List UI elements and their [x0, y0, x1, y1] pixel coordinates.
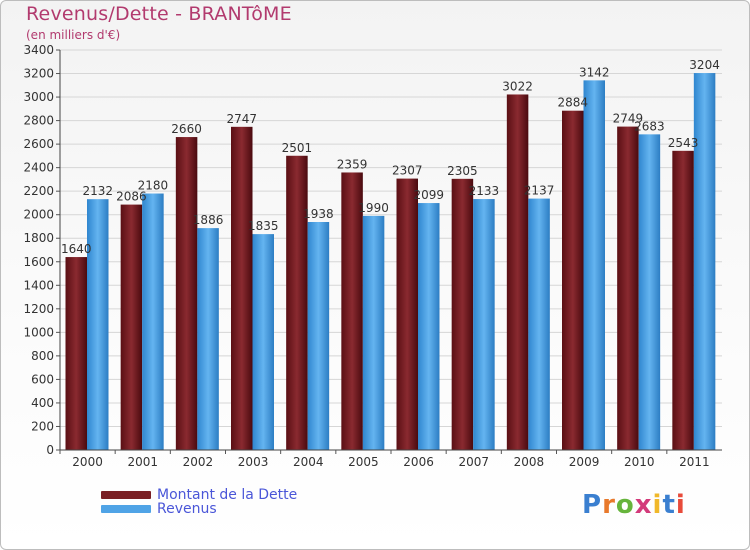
logo-letter: i: [675, 490, 686, 520]
legend-label-revenus: Revenus: [157, 501, 217, 517]
legend-swatch-dette: [101, 491, 151, 499]
data-label: 2660: [171, 122, 202, 136]
legend-item-dette: Montant de la Dette: [101, 488, 297, 502]
bar-dette: [562, 110, 584, 451]
data-label: 1640: [61, 242, 92, 256]
x-tick-label: 2010: [624, 455, 655, 469]
bars: [65, 73, 716, 451]
logo-letter: o: [615, 490, 635, 520]
logo-letter: r: [602, 490, 616, 520]
logo-letter: x: [634, 490, 653, 520]
legend-label-dette: Montant de la Dette: [157, 487, 298, 503]
x-tick-label: 2008: [514, 455, 545, 469]
y-tick-label: 1400: [23, 278, 54, 292]
y-tick-label: 0: [46, 443, 54, 457]
data-label: 1990: [358, 201, 389, 215]
y-tick-label: 2200: [23, 184, 54, 198]
bar-revenus: [252, 234, 274, 450]
data-label: 2133: [469, 184, 500, 198]
y-tick-label: 600: [31, 372, 54, 386]
bar-revenus: [583, 80, 605, 451]
x-tick-label: 2007: [458, 455, 489, 469]
y-tick-label: 3400: [23, 43, 54, 57]
y-tick-label: 400: [31, 396, 54, 410]
data-label: 1938: [303, 207, 334, 221]
bar-revenus: [638, 134, 661, 450]
bar-dette: [175, 137, 198, 450]
x-tick-label: 2006: [403, 455, 434, 469]
data-label: 2305: [447, 164, 478, 178]
y-tick-label: 200: [31, 419, 54, 433]
data-label: 2132: [82, 184, 113, 198]
legend-swatch-revenus: [101, 505, 151, 513]
y-tick-label: 3000: [23, 90, 54, 104]
bar-dette: [286, 155, 308, 450]
y-tick-label: 1600: [23, 255, 54, 269]
data-label: 3022: [502, 79, 533, 93]
bar-dette: [341, 172, 363, 450]
data-label: 2747: [226, 112, 257, 126]
bar-dette: [506, 94, 529, 451]
bar-dette: [231, 126, 253, 450]
data-label: 1886: [193, 213, 224, 227]
bar-dette: [120, 204, 143, 450]
bar-revenus: [528, 198, 550, 450]
x-tick-label: 2004: [293, 455, 324, 469]
data-label: 2543: [668, 136, 699, 150]
bar-dette: [672, 150, 694, 450]
y-tick-label: 1200: [23, 302, 54, 316]
axes: 0 200 400 600 800 1000 1200 1400 1600 1800 2000 220…: [23, 43, 722, 469]
bar-revenus: [87, 199, 109, 450]
bar-dette: [451, 178, 474, 450]
grid-lines: [60, 49, 722, 451]
x-tick-label: 2005: [348, 455, 379, 469]
x-tick-label: 2002: [183, 455, 214, 469]
data-label: 2884: [557, 96, 588, 110]
data-label: 2137: [524, 184, 555, 198]
chart-subtitle: (en milliers d'€): [26, 28, 121, 42]
data-label: 2359: [337, 157, 368, 171]
y-tick-label: 3200: [23, 67, 54, 81]
legend-item-revenus: Revenus: [101, 502, 217, 516]
y-tick-label: 2800: [23, 114, 54, 128]
bar-revenus: [307, 222, 330, 450]
data-label: 2501: [282, 141, 313, 155]
bar-revenus: [362, 215, 385, 450]
x-tick-label: 2011: [679, 455, 710, 469]
data-label: 2749: [613, 112, 644, 126]
data-label: 2683: [634, 119, 665, 133]
data-label: 3204: [689, 58, 720, 72]
bar-dette: [617, 126, 639, 451]
bar-dette: [65, 257, 87, 450]
data-label: 2180: [138, 179, 169, 193]
data-label: 3142: [579, 65, 610, 79]
y-tick-label: 1000: [23, 325, 54, 339]
x-tick-label: 2001: [127, 455, 158, 469]
logo-letter: P: [582, 490, 603, 520]
proxiti-logo: Proxiti: [582, 490, 686, 520]
y-tick-label: 2400: [23, 161, 54, 175]
logo-letter: t: [662, 490, 676, 520]
data-label: 2099: [413, 188, 444, 202]
bar-revenus: [142, 193, 164, 450]
bar-dette: [396, 178, 418, 450]
x-tick-label: 2009: [569, 455, 600, 469]
logo-letter: i: [652, 490, 663, 520]
x-tick-label: 2000: [72, 455, 103, 469]
y-tick-label: 1800: [23, 231, 54, 245]
chart-title: Revenus/Dette - BRANTôME: [26, 3, 292, 25]
y-tick-label: 800: [31, 349, 54, 363]
data-label: 2307: [392, 164, 423, 178]
bar-revenus: [197, 228, 219, 450]
y-tick-label: 2000: [23, 208, 54, 222]
bar-revenus: [418, 203, 440, 450]
bar-revenus: [693, 73, 716, 450]
bar-revenus: [473, 199, 495, 450]
data-label: 1835: [248, 219, 279, 233]
y-tick-label: 2600: [23, 137, 54, 151]
data-label: 2086: [116, 190, 147, 204]
x-tick-label: 2003: [238, 455, 269, 469]
